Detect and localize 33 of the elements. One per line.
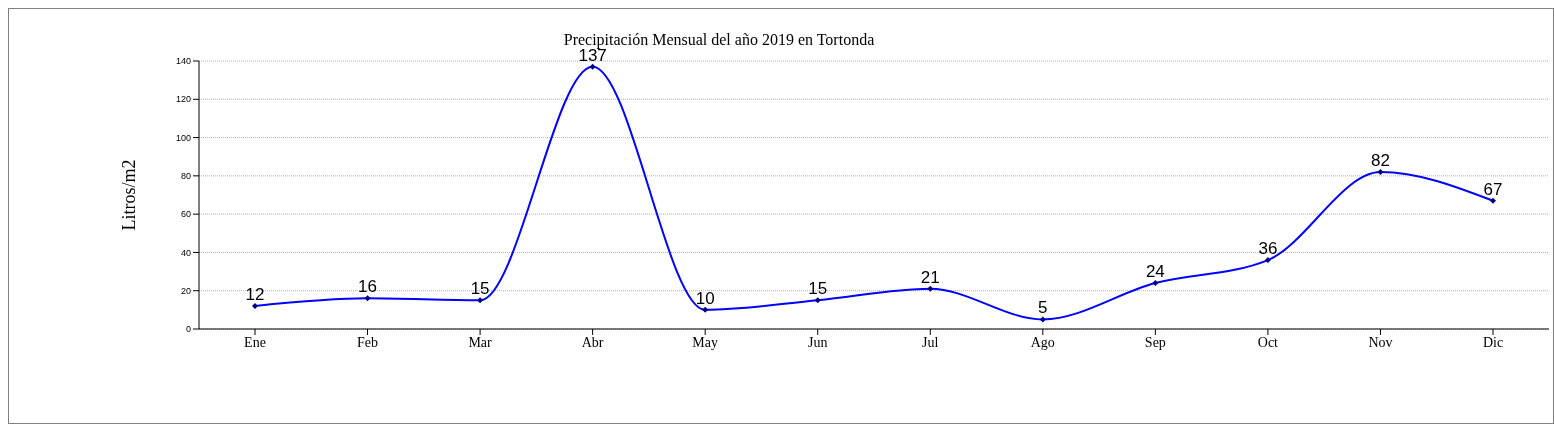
data-label: 15 xyxy=(470,279,490,299)
y-tick-label: 0 xyxy=(185,324,191,335)
x-tick-label: Abr xyxy=(581,334,604,350)
y-tick-label: 120 xyxy=(175,94,191,105)
y-tick-label: 140 xyxy=(175,56,191,67)
x-tick-label: Jul xyxy=(922,334,939,350)
y-tick-label: 100 xyxy=(175,132,191,143)
x-tick-label: Ene xyxy=(244,334,266,350)
data-label: 10 xyxy=(695,288,715,308)
y-axis-title: Litros/m2 xyxy=(119,159,140,231)
x-tick-label: Feb xyxy=(357,334,379,350)
data-label: 67 xyxy=(1483,179,1503,199)
x-tick-label: Oct xyxy=(1257,334,1279,350)
chart-title: Precipitación Mensual del año 2019 en Tortonda xyxy=(562,31,876,49)
data-label: 21 xyxy=(920,267,940,287)
y-tick-label: 40 xyxy=(180,247,191,258)
x-tick-label: Ago xyxy=(1030,334,1055,350)
data-label: 16 xyxy=(358,277,378,297)
data-label: 24 xyxy=(1145,262,1165,282)
data-label: 15 xyxy=(808,279,828,299)
x-tick-label: Sep xyxy=(1144,334,1166,350)
data-label: 36 xyxy=(1258,239,1278,259)
y-tick-label: 20 xyxy=(180,285,191,296)
y-tick-label: 80 xyxy=(180,171,191,182)
x-tick-label: Jun xyxy=(808,334,828,350)
x-tick-label: Dic xyxy=(1482,334,1504,350)
data-label: 12 xyxy=(245,285,265,305)
data-label: 5 xyxy=(1038,298,1048,318)
x-tick-label: May xyxy=(692,334,719,350)
x-tick-label: Mar xyxy=(468,334,493,350)
y-tick-label: 60 xyxy=(180,209,191,220)
data-label: 82 xyxy=(1370,151,1390,171)
x-tick-label: Nov xyxy=(1368,334,1393,350)
